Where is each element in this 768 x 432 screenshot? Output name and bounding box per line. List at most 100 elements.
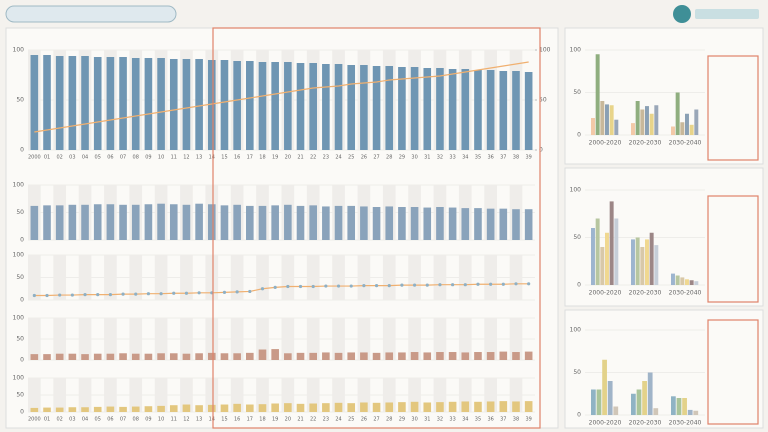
bar [474, 401, 482, 412]
bar [93, 406, 102, 412]
bar [347, 205, 356, 240]
bar [182, 404, 191, 412]
band-shade [256, 378, 269, 412]
bar [55, 205, 64, 240]
bar [410, 352, 419, 360]
x-tick-label: 06 [107, 417, 113, 423]
band-shade [458, 255, 472, 300]
point [501, 282, 505, 286]
bar [596, 389, 602, 415]
bar [680, 277, 685, 285]
bar [106, 204, 115, 240]
bar [43, 407, 51, 412]
bar [322, 64, 330, 150]
bar [144, 406, 153, 412]
point [387, 284, 391, 288]
bar [372, 402, 381, 412]
highlight-box [707, 55, 759, 161]
bar [654, 105, 659, 135]
y2-tick-label: 100 [539, 47, 551, 54]
point [222, 290, 227, 294]
bar [649, 113, 654, 135]
x-tick-label: 14 [209, 155, 215, 161]
point [121, 292, 125, 296]
x-tick-label: 30 [411, 417, 417, 423]
band-shade [180, 255, 193, 300]
band-shade [230, 378, 244, 412]
band-shade [129, 318, 143, 360]
bar [423, 402, 432, 412]
header-pill [5, 5, 177, 23]
bar [246, 352, 254, 360]
point [349, 284, 353, 288]
x-tick-label: 18 [259, 155, 265, 161]
bar [591, 389, 596, 415]
bar [609, 201, 614, 285]
bar [499, 208, 508, 240]
bar [68, 204, 77, 240]
bar [144, 204, 153, 240]
bar [671, 126, 675, 135]
bar [360, 352, 368, 360]
x-tick-label: 16 [234, 155, 240, 161]
y-tick-label: 100 [13, 375, 25, 382]
y-tick-label: 100 [570, 187, 582, 194]
bar [169, 59, 178, 150]
bar [436, 207, 444, 240]
point [159, 292, 163, 296]
x-tick-label: 11 [171, 155, 177, 161]
band-shade [129, 378, 143, 412]
bar [322, 206, 330, 240]
bar [207, 204, 216, 240]
band-shade [433, 255, 447, 300]
bar [512, 401, 520, 412]
x-tick-label: 17 [247, 417, 253, 423]
bar [169, 353, 178, 360]
bar [246, 404, 254, 412]
bar [43, 55, 51, 150]
band-shade [104, 378, 117, 412]
highlight-box [212, 27, 541, 429]
bar [474, 70, 482, 150]
x-tick-label: 07 [120, 417, 126, 423]
x-tick-label: 38 [513, 155, 519, 161]
bar [220, 353, 229, 360]
bar [195, 59, 203, 150]
x-tick-label: 19 [272, 417, 278, 423]
bar [591, 118, 595, 135]
x-tick-label: 31 [424, 417, 430, 423]
bar [271, 349, 279, 360]
bar [296, 63, 305, 150]
point [235, 290, 239, 294]
bar [322, 403, 330, 412]
y-tick-label: 50 [573, 369, 581, 376]
band-shade [306, 318, 320, 360]
x-tick-label: 10 [158, 417, 164, 423]
bar [30, 354, 39, 360]
bar [436, 68, 444, 150]
bar [271, 205, 279, 240]
bar [486, 70, 495, 150]
x-tick-label: 10 [158, 155, 164, 161]
x-tick-label: 2030-2040 [669, 420, 702, 427]
bar [398, 207, 406, 240]
bar [309, 352, 317, 360]
band-shade [230, 255, 244, 300]
x-tick-label: 06 [107, 155, 113, 161]
line [34, 283, 529, 297]
x-tick-label: 37 [500, 155, 506, 161]
x-tick-label: 21 [297, 155, 303, 161]
bar [119, 57, 127, 150]
x-tick-label: 23 [323, 155, 329, 161]
bar [157, 353, 165, 360]
y-tick-label: 0 [577, 412, 581, 419]
bar [106, 406, 115, 412]
bar [385, 66, 394, 150]
bar [486, 352, 495, 360]
bar [207, 60, 216, 150]
bar [360, 402, 368, 412]
x-tick-label: 34 [462, 155, 468, 161]
bar [30, 55, 39, 150]
bar [654, 245, 659, 285]
bar [157, 58, 165, 150]
